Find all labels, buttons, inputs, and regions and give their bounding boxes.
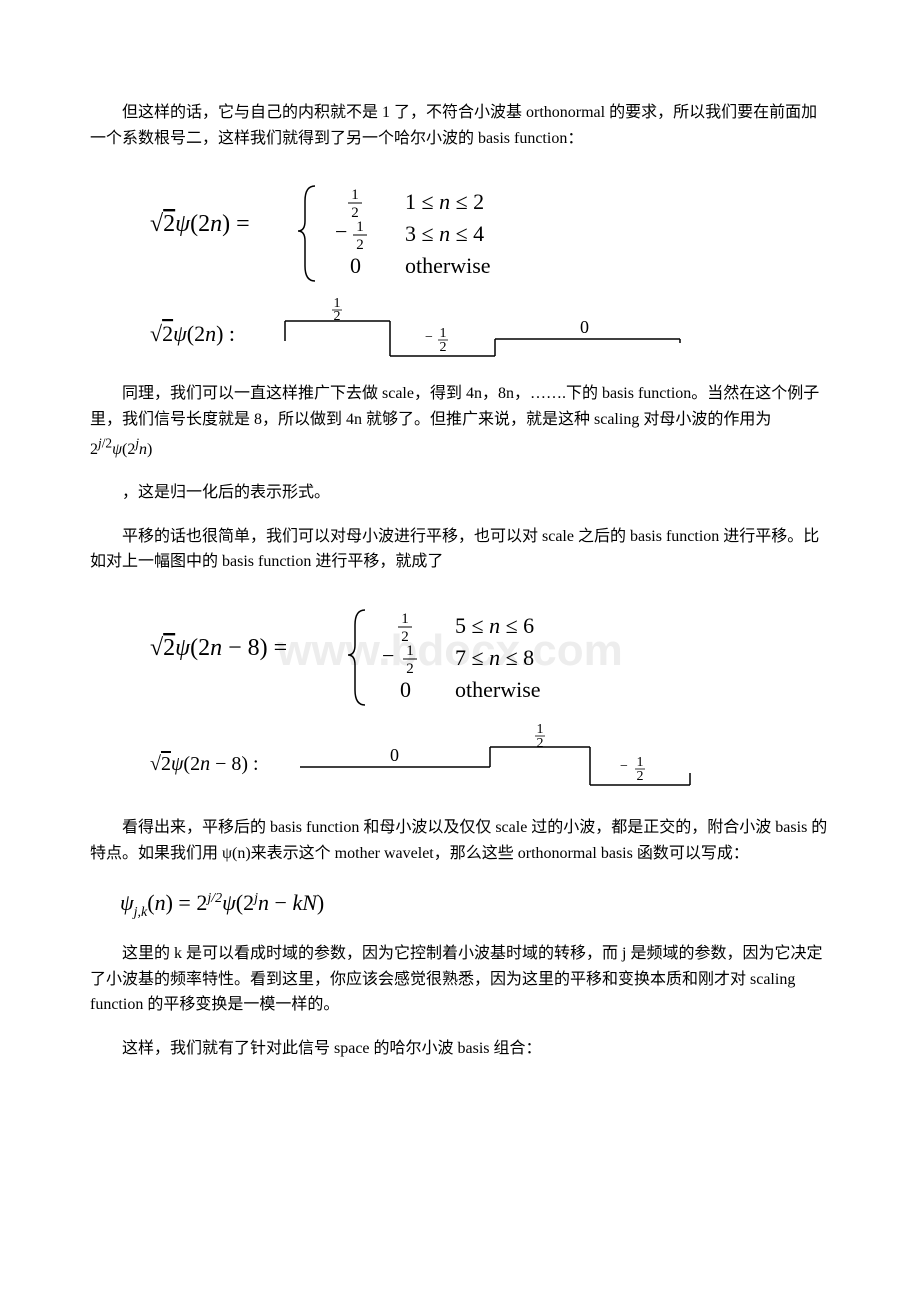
svg-text:5 ≤ n ≤ 6: 5 ≤ n ≤ 6 — [455, 613, 534, 638]
svg-text:2: 2 — [537, 736, 544, 751]
watermark-text: www.bdocx.com — [276, 626, 623, 675]
svg-text:0: 0 — [390, 745, 399, 765]
svg-text:ψj,k(n) = 2j/2ψ(2jn − kN): ψj,k(n) = 2j/2ψ(2jn − kN) — [120, 890, 324, 920]
svg-text:1: 1 — [401, 611, 409, 627]
svg-text:7 ≤ n ≤ 8: 7 ≤ n ≤ 8 — [455, 645, 534, 670]
svg-text:otherwise: otherwise — [405, 253, 491, 278]
svg-text:1: 1 — [356, 219, 364, 235]
svg-text:0: 0 — [350, 253, 361, 278]
paragraph-1: 但这样的话，它与自己的内积就不是 1 了，不符合小波基 orthonormal … — [90, 100, 830, 151]
svg-text:√2ψ(2n − 8) :: √2ψ(2n − 8) : — [150, 753, 259, 775]
svg-text:2: 2 — [440, 340, 447, 355]
formula-3-svg: ψj,k(n) = 2j/2ψ(2jn − kN) — [120, 886, 440, 921]
svg-text:−: − — [335, 219, 347, 244]
svg-text:2: 2 — [334, 309, 341, 324]
svg-text:√2ψ(2n) :: √2ψ(2n) : — [150, 321, 235, 346]
paragraph-5: 看得出来，平移后的 basis function 和母小波以及仅仅 scale … — [90, 815, 830, 866]
svg-text:1: 1 — [351, 187, 359, 203]
svg-text:2: 2 — [637, 769, 644, 784]
svg-text:√2ψ(2n) =: √2ψ(2n) = — [150, 211, 250, 237]
svg-text:0: 0 — [580, 317, 589, 337]
paragraph-2: 同理，我们可以一直这样推广下去做 scale，得到 4n，8n，…….下的 ba… — [90, 381, 830, 462]
svg-text:1 ≤ n ≤ 2: 1 ≤ n ≤ 2 — [405, 189, 484, 214]
svg-text:1: 1 — [537, 722, 544, 737]
paragraph-3: ，这是归一化后的表示形式。 — [90, 480, 830, 506]
svg-text:−: − — [425, 330, 433, 345]
formula-block-1: √2ψ(2n) = 1 2 1 ≤ n ≤ 2 − 1 2 3 ≤ n ≤ 4 … — [90, 171, 830, 361]
svg-text:2: 2 — [406, 661, 414, 677]
svg-text:1: 1 — [637, 755, 644, 770]
svg-text:−: − — [382, 643, 394, 668]
svg-text:2: 2 — [356, 237, 364, 253]
formula-2-svg: www.bdocx.com √2ψ(2n − 8) = 1 2 5 ≤ n ≤ … — [150, 595, 750, 795]
paragraph-6: 这里的 k 是可以看成时域的参数，因为它控制着小波基时域的转移，而 j 是频域的… — [90, 941, 830, 1018]
paragraph-2-text: 同理，我们可以一直这样推广下去做 scale，得到 4n，8n，…….下的 ba… — [90, 385, 819, 428]
formula-block-3: ψj,k(n) = 2j/2ψ(2jn − kN) — [90, 886, 830, 921]
svg-text:√2ψ(2n − 8) =: √2ψ(2n − 8) = — [150, 635, 287, 661]
paragraph-7: 这样，我们就有了针对此信号 space 的哈尔小波 basis 组合： — [90, 1036, 830, 1062]
svg-text:0: 0 — [400, 677, 411, 702]
svg-text:3 ≤ n ≤ 4: 3 ≤ n ≤ 4 — [405, 221, 484, 246]
paragraph-4: 平移的话也很简单，我们可以对母小波进行平移，也可以对 scale 之后的 bas… — [90, 524, 830, 575]
inline-formula-1: 2j/2ψ(2jn) — [90, 441, 152, 458]
formula-block-2: www.bdocx.com √2ψ(2n − 8) = 1 2 5 ≤ n ≤ … — [90, 595, 830, 795]
svg-text:otherwise: otherwise — [455, 677, 541, 702]
svg-text:1: 1 — [440, 326, 447, 341]
svg-text:−: − — [620, 759, 628, 774]
formula-1-svg: √2ψ(2n) = 1 2 1 ≤ n ≤ 2 − 1 2 3 ≤ n ≤ 4 … — [150, 171, 710, 361]
svg-text:1: 1 — [406, 643, 414, 659]
